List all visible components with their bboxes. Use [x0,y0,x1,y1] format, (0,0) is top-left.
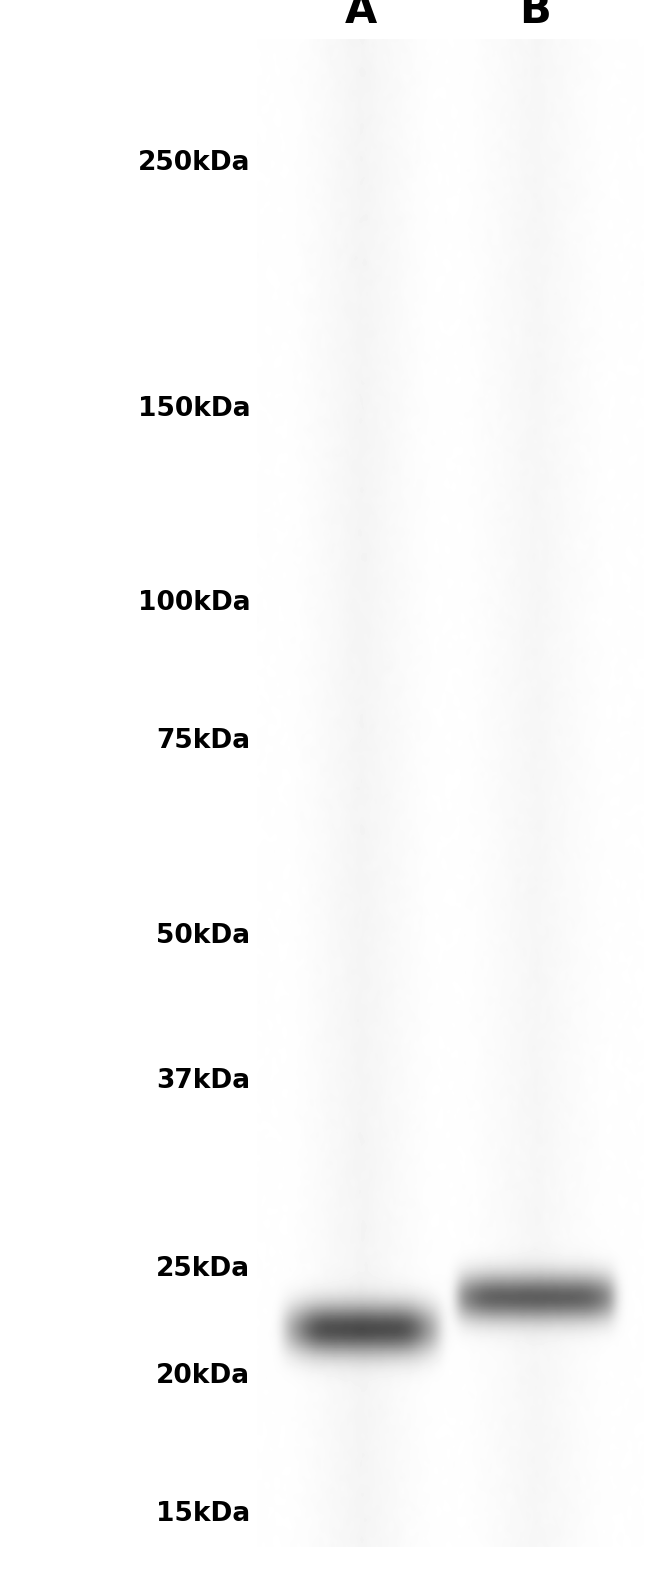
Text: 37kDa: 37kDa [156,1067,250,1094]
Text: A: A [345,0,377,32]
Text: 250kDa: 250kDa [138,150,250,177]
Text: 50kDa: 50kDa [156,924,250,949]
Text: 75kDa: 75kDa [156,728,250,755]
Text: B: B [519,0,551,32]
Text: 25kDa: 25kDa [156,1255,250,1282]
Text: 100kDa: 100kDa [138,591,250,616]
Text: 20kDa: 20kDa [156,1363,250,1390]
Text: 15kDa: 15kDa [156,1502,250,1527]
Text: 150kDa: 150kDa [138,396,250,422]
